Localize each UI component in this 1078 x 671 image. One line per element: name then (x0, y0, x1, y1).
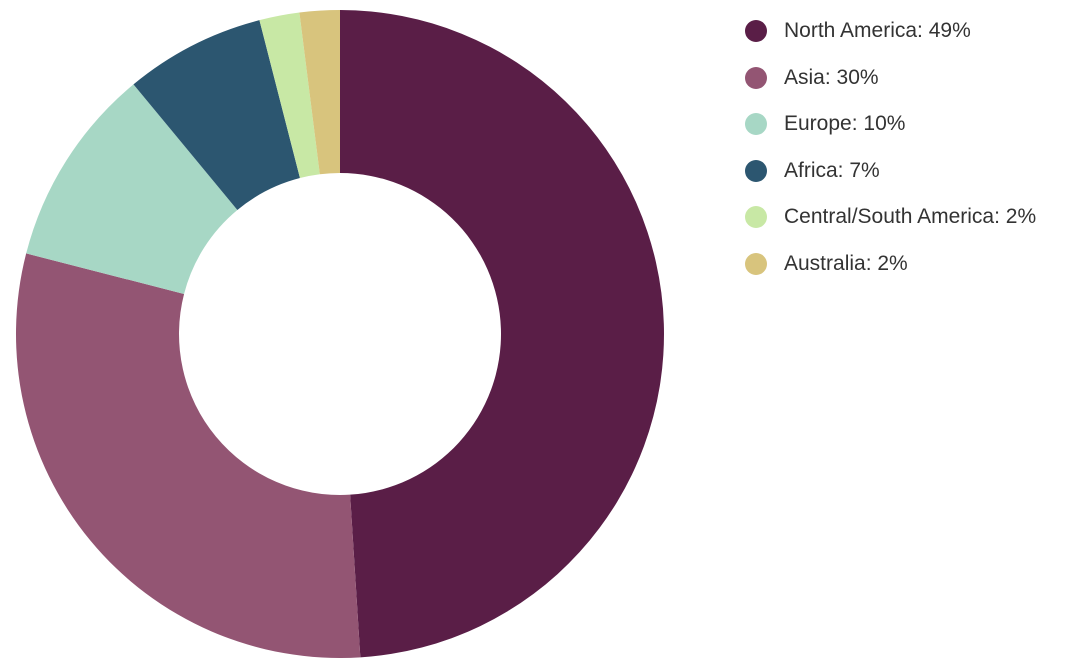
slice-africa (133, 20, 300, 210)
legend-item-europe: Europe: 10% (745, 101, 1036, 148)
legend-swatch-icon (745, 20, 767, 43)
legend-item-central-south-america: Central/South America: 2% (745, 194, 1036, 241)
legend-swatch-icon (745, 66, 767, 89)
legend-item-asia: Asia: 30% (745, 55, 1036, 102)
slice-australia (299, 10, 340, 175)
slice-europe (26, 84, 238, 294)
legend-item-north-america: North America: 49% (745, 8, 1036, 55)
legend-label: Australia: 2% (784, 251, 908, 275)
slice-central-south-america (259, 12, 320, 179)
legend-label: North America: 49% (784, 19, 971, 43)
legend-label: Africa: 7% (784, 158, 880, 182)
legend-label: Central/South America: 2% (784, 205, 1037, 229)
legend-label: Europe: 10% (784, 112, 906, 136)
legend-label: Asia: 30% (784, 65, 879, 89)
legend-swatch-icon (745, 159, 767, 182)
legend-item-africa: Africa: 7% (745, 148, 1036, 195)
slice-asia (15, 253, 361, 658)
donut-slices (15, 10, 664, 658)
legend-item-australia: Australia: 2% (745, 241, 1036, 288)
legend-swatch-icon (745, 113, 767, 136)
chart-legend: North America: 49% Asia: 30% Europe: 10% Af… (745, 8, 1036, 287)
legend-swatch-icon (745, 206, 767, 229)
slice-north-america (340, 10, 664, 658)
legend-swatch-icon (745, 252, 767, 275)
